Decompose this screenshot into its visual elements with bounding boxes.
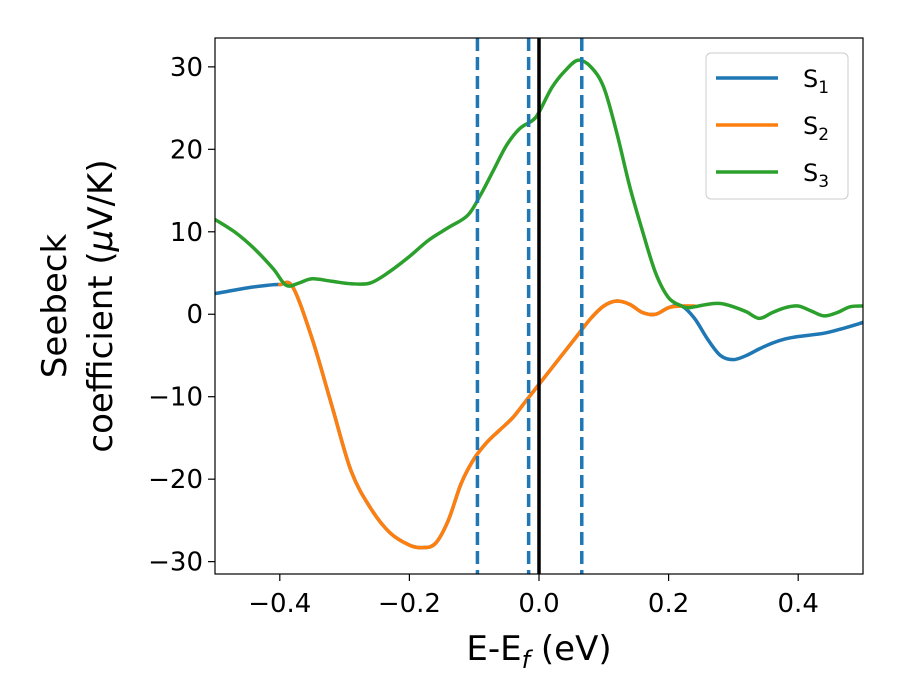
legend-entry-s3: S3 xyxy=(716,159,829,192)
legend-entry-s2: S2 xyxy=(716,112,829,145)
y-tick-label: −30 xyxy=(148,548,203,578)
x-tick-label: −0.2 xyxy=(378,589,441,619)
y-tick-label: 30 xyxy=(170,53,203,83)
series-layer xyxy=(215,58,863,550)
legend-label: S2 xyxy=(803,112,829,145)
series-line-s3 xyxy=(215,58,863,321)
x-axis-label: E-Ef (eV) xyxy=(466,629,611,674)
y-tick-label: 10 xyxy=(170,218,203,248)
y-tick-label: −10 xyxy=(148,383,203,413)
legend-label: S1 xyxy=(803,65,829,98)
x-axis-ticks: −0.4 −0.2 0.0 0.2 0.4 xyxy=(248,574,819,619)
legend: S1 S2 S3 xyxy=(705,52,849,200)
y-axis-label-line2: coefficient (μV/K) xyxy=(81,159,121,452)
y-axis-label: Seebeck coefficient (μV/K) xyxy=(35,159,121,452)
y-tick-label: −20 xyxy=(148,465,203,495)
legend-items: S1 S2 S3 xyxy=(716,65,829,192)
x-tick-label: 0.2 xyxy=(648,589,689,619)
legend-label: S3 xyxy=(803,159,829,192)
y-axis-ticks: −30 −20 −10 0 10 20 30 xyxy=(148,53,215,578)
y-tick-label: 20 xyxy=(170,135,203,165)
y-tick-label: 0 xyxy=(186,300,203,330)
plot-area xyxy=(215,38,863,574)
x-tick-label: −0.4 xyxy=(248,589,311,619)
x-tick-label: 0.4 xyxy=(778,589,819,619)
vertical-lines-layer xyxy=(475,38,584,574)
x-tick-label: 0.0 xyxy=(518,589,559,619)
y-axis-label-line1: Seebeck xyxy=(35,234,75,379)
series-line-s2 xyxy=(278,280,697,550)
legend-entry-s1: S1 xyxy=(716,65,829,98)
